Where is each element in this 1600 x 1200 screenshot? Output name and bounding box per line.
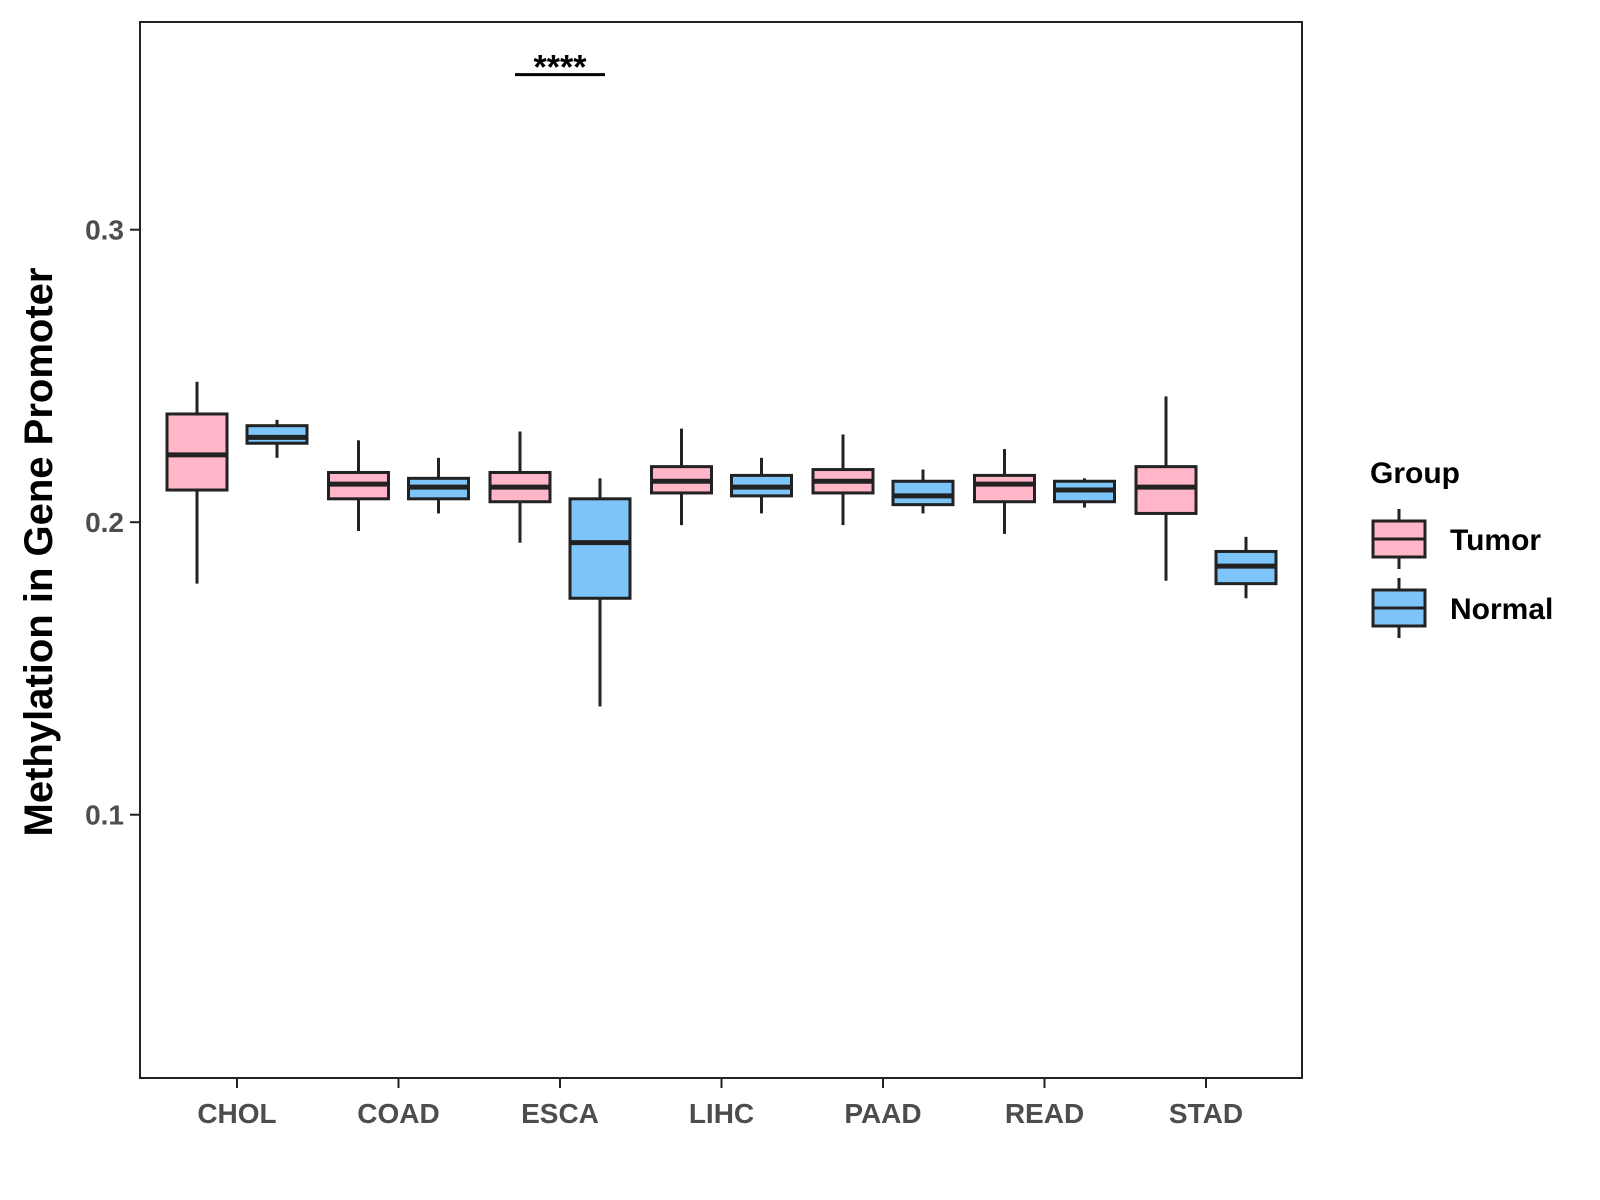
- y-tick-label: 0.3: [85, 215, 124, 246]
- box-tumor-lihc: [650, 428, 713, 526]
- x-tick-label-chol: CHOL: [197, 1098, 276, 1129]
- x-tick-label-lihc: LIHC: [689, 1098, 754, 1129]
- box-normal-lihc: [730, 457, 793, 514]
- plot-panel: [139, 21, 1303, 1079]
- box-normal-chol: [245, 419, 309, 458]
- box-normal-coad: [407, 457, 470, 514]
- box-normal-read: [1053, 478, 1116, 508]
- legend-item-normal: Normal: [1371, 578, 1553, 638]
- box-tumor-paad: [811, 434, 875, 526]
- iqr-box: [891, 479, 955, 507]
- iqr-box: [1134, 465, 1198, 515]
- iqr-box: [245, 424, 309, 445]
- x-tick-label-coad: COAD: [357, 1098, 439, 1129]
- iqr-box: [973, 473, 1036, 504]
- box-tumor-esca: [488, 431, 552, 543]
- box-tumor-coad: [327, 440, 390, 531]
- x-tick-label-stad: STAD: [1169, 1098, 1243, 1129]
- legend-title: Group: [1370, 457, 1460, 490]
- legend-label: Normal: [1450, 593, 1553, 626]
- box-tumor-chol: [165, 381, 229, 584]
- x-tick-label-esca: ESCA: [521, 1098, 599, 1129]
- legend-label: Tumor: [1450, 524, 1541, 557]
- x-tick-label-read: READ: [1005, 1098, 1084, 1129]
- iqr-box: [165, 412, 229, 492]
- y-axis-title: Methylation in Gene Promoter: [17, 268, 61, 837]
- legend: Group Tumor Normal: [1370, 457, 1553, 638]
- box-tumor-stad: [1134, 396, 1198, 581]
- box-normal-paad: [891, 469, 955, 514]
- box-normal-stad: [1214, 536, 1278, 599]
- y-tick-label: 0.2: [85, 507, 124, 538]
- box-normal-esca: [568, 478, 632, 707]
- significance-label: ****: [534, 49, 588, 87]
- iqr-box: [568, 497, 632, 600]
- y-tick-label: 0.1: [85, 800, 124, 831]
- box-tumor-read: [973, 449, 1036, 534]
- chart-axes: 0.1 0.2 0.3 CHOL COAD ESCA LIHC PAAD READ STAD: [85, 215, 1243, 1129]
- legend-item-tumor: Tumor: [1371, 509, 1541, 569]
- x-tick-label-paad: PAAD: [844, 1098, 921, 1129]
- chart-marks: ****: [165, 49, 1278, 707]
